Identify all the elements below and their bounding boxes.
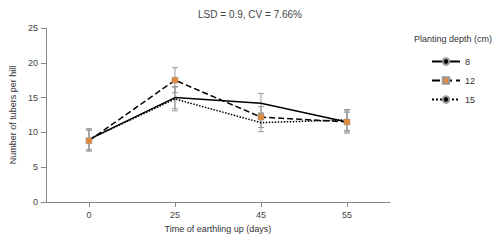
svg-text:Time of earthling up (days): Time of earthling up (days) [165, 224, 272, 234]
svg-text:15: 15 [28, 93, 38, 103]
svg-text:8: 8 [465, 57, 470, 67]
svg-text:Number of tubers per hill: Number of tubers per hill [8, 66, 18, 165]
svg-text:5: 5 [33, 162, 38, 172]
svg-text:Planting depth (cm): Planting depth (cm) [414, 34, 492, 44]
svg-text:0: 0 [86, 210, 91, 220]
svg-text:LSD = 0.9, CV = 7.66%: LSD = 0.9, CV = 7.66% [198, 9, 302, 20]
svg-text:10: 10 [28, 127, 38, 137]
svg-text:15: 15 [465, 95, 475, 105]
svg-text:20: 20 [28, 58, 38, 68]
svg-text:25: 25 [28, 23, 38, 33]
svg-text:25: 25 [170, 210, 180, 220]
svg-text:0: 0 [33, 197, 38, 207]
svg-text:45: 45 [256, 210, 266, 220]
svg-text:12: 12 [465, 76, 475, 86]
svg-text:55: 55 [342, 210, 352, 220]
